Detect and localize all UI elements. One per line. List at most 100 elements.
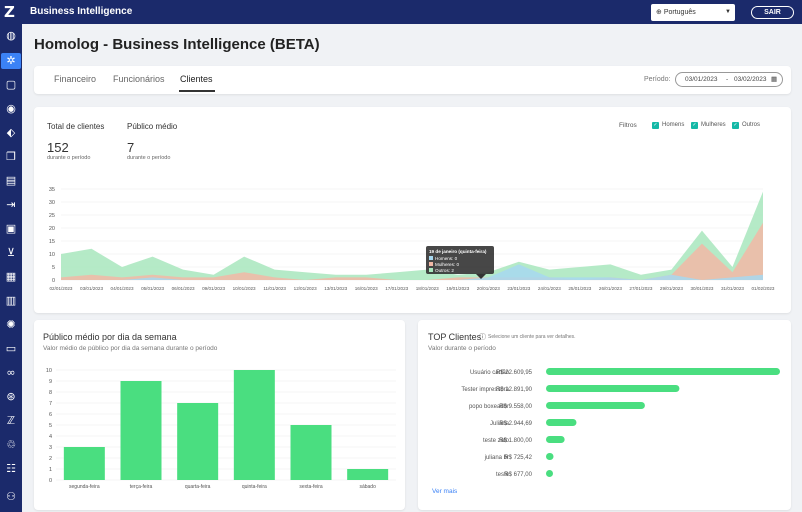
x-tick-label: 09/01/2023 bbox=[202, 286, 225, 291]
client-name-label: Tester impressora bbox=[461, 387, 509, 393]
x-tick-label: 26/01/2023 bbox=[599, 286, 622, 291]
client-name-label: Juliana bbox=[490, 421, 510, 427]
x-tick-label: 20/01/2023 bbox=[477, 286, 500, 291]
x-tick-label: segunda-feira bbox=[69, 484, 100, 490]
client-name-label: juliana br bbox=[484, 455, 509, 461]
filter-mulheres-label[interactable]: Mulheres bbox=[701, 122, 726, 128]
client-name-label: teste bbox=[496, 472, 510, 478]
x-tick-label: 03/01/2023 bbox=[80, 286, 103, 291]
box-icon[interactable]: ▢ bbox=[5, 78, 17, 91]
top-clients-subtitle: Valor durante o período bbox=[428, 345, 496, 352]
tab-clientes[interactable]: Clientes bbox=[180, 74, 213, 84]
filters-label: Filtros bbox=[619, 122, 637, 129]
handshake-icon[interactable]: ♲ bbox=[6, 438, 16, 451]
checklist-icon[interactable]: ☷ bbox=[6, 462, 16, 475]
app-title: Business Intelligence bbox=[30, 6, 133, 17]
date-end[interactable]: 03/02/2023 bbox=[734, 76, 767, 83]
calculator-icon[interactable]: ▦ bbox=[5, 270, 17, 283]
total-clients-sub: durante o período bbox=[47, 155, 91, 161]
active-tab-indicator bbox=[179, 90, 215, 92]
tab-funcionarios[interactable]: Funcionários bbox=[113, 74, 165, 84]
top-clients-title: TOP Clientes bbox=[428, 332, 482, 342]
x-tick-label: 30/01/2023 bbox=[690, 286, 713, 291]
see-more-link[interactable]: Ver mais bbox=[432, 488, 458, 495]
x-tick-label: 16/01/2023 bbox=[355, 286, 378, 291]
client-bar bbox=[546, 470, 554, 477]
avg-public-value: 7 bbox=[127, 140, 135, 155]
date-start[interactable]: 03/01/2023 bbox=[685, 76, 718, 83]
series-men-area bbox=[61, 264, 763, 280]
tag-icon[interactable]: ⬖ bbox=[6, 126, 16, 139]
document-export-icon[interactable]: ⇥ bbox=[6, 198, 16, 211]
z-badge-icon[interactable]: ℤ bbox=[6, 414, 16, 427]
app-logo[interactable]: Z bbox=[4, 3, 15, 21]
y-tick-label: 7 bbox=[49, 401, 52, 407]
date-range-picker[interactable]: 03/01/2023 - 03/02/2023 ▦ bbox=[675, 72, 783, 87]
chart-tooltip: 19 de janeiro (quinta-feira) Homens: 0Mul… bbox=[426, 246, 494, 279]
y-tick-label: 10 bbox=[49, 252, 55, 258]
x-tick-label: 11/01/2023 bbox=[263, 286, 286, 291]
globe-icon[interactable]: ◍ bbox=[6, 29, 16, 42]
y-tick-label: 5 bbox=[49, 423, 52, 429]
filter-outros-label[interactable]: Outros bbox=[742, 122, 761, 128]
tooltip-line: Homens: 0 bbox=[435, 256, 458, 261]
total-clients-title: Total de clientes bbox=[47, 122, 105, 131]
documents-icon[interactable]: ❐ bbox=[6, 150, 16, 163]
tooltip-pointer bbox=[476, 274, 486, 279]
x-tick-label: 10/01/2023 bbox=[233, 286, 256, 291]
card-icon[interactable]: ▭ bbox=[5, 342, 17, 355]
y-tick-label: 35 bbox=[49, 187, 55, 193]
bike-icon[interactable]: ∞ bbox=[6, 366, 16, 379]
language-value: Português bbox=[663, 9, 696, 16]
x-tick-label: sábado bbox=[359, 484, 376, 490]
avg-public-title: Público médio bbox=[127, 122, 178, 131]
y-tick-label: 3 bbox=[49, 445, 52, 451]
x-tick-label: quinta-feira bbox=[242, 484, 267, 490]
filter-outros-checkbox[interactable]: ✓ bbox=[732, 122, 739, 129]
calendar-icon[interactable]: ▦ bbox=[771, 76, 778, 83]
cart-icon[interactable]: ⊻ bbox=[6, 246, 16, 259]
total-clients-value: 152 bbox=[47, 140, 69, 155]
x-tick-label: 27/01/2023 bbox=[629, 286, 652, 291]
y-tick-label: 1 bbox=[49, 467, 52, 473]
chevron-down-icon: ▼ bbox=[725, 9, 731, 15]
client-name-label: teste zato bbox=[483, 438, 510, 444]
y-tick-label: 0 bbox=[52, 278, 55, 284]
x-tick-label: 06/01/2023 bbox=[172, 286, 195, 291]
exit-button[interactable]: SAIR bbox=[751, 6, 794, 19]
period-label: Período: bbox=[644, 76, 671, 83]
info-icon[interactable]: ⓘ bbox=[479, 334, 486, 341]
x-tick-label: 01/02/2023 bbox=[752, 286, 775, 291]
atom-icon[interactable]: ✲ bbox=[1, 53, 21, 69]
document-money-icon[interactable]: ▤ bbox=[5, 174, 17, 187]
tab-financeiro[interactable]: Financeiro bbox=[54, 74, 97, 84]
filter-homens-label[interactable]: Homens bbox=[662, 122, 685, 128]
user-circle-icon[interactable]: ◉ bbox=[6, 102, 16, 115]
y-tick-label: 10 bbox=[46, 368, 52, 374]
x-tick-label: 19/01/2023 bbox=[446, 286, 469, 291]
page-title: Homolog - Business Intelligence (BETA) bbox=[34, 36, 320, 53]
clients-area-chart[interactable]: 0 5 10 15 20 25 30 35 02/01/2023 03/01/2023 04/01/… bbox=[34, 107, 791, 313]
clients-overview-card: Total de clientes 152 durante o período … bbox=[34, 107, 791, 313]
filter-mulheres-checkbox[interactable]: ✓ bbox=[691, 122, 698, 129]
weekday-bar-chart[interactable]: 0 1 2 3 4 5 6 7 8 9 10 segunda-feira terça-feira quar… bbox=[34, 320, 405, 510]
tooltip-swatch bbox=[429, 268, 433, 272]
gear-icon[interactable]: ✺ bbox=[6, 318, 16, 331]
document-settings-icon[interactable]: ▣ bbox=[5, 222, 17, 235]
x-tick-label: 12/01/2023 bbox=[294, 286, 317, 291]
globe-settings-icon[interactable]: ⊛ bbox=[6, 390, 16, 403]
client-bar bbox=[546, 385, 680, 392]
filter-homens-checkbox[interactable]: ✓ bbox=[652, 122, 659, 129]
client-name-label: popo boxeador bbox=[469, 404, 509, 410]
report-icon[interactable]: ▥ bbox=[5, 294, 17, 307]
weekday-bar bbox=[177, 403, 219, 480]
x-tick-label: 17/01/2023 bbox=[385, 286, 408, 291]
weekday-card: Público médio por dia da semana Valor mé… bbox=[34, 320, 405, 510]
language-select[interactable]: ⊕ Português ▼ bbox=[651, 4, 735, 21]
x-tick-label: 05/01/2023 bbox=[141, 286, 164, 291]
y-tick-label: 8 bbox=[49, 390, 52, 396]
users-icon[interactable]: ⚇ bbox=[6, 490, 16, 503]
tooltip-line: Mulheres: 0 bbox=[435, 262, 459, 267]
sidebar: ◍ ✲ ▢ ◉ ⬖ ❐ ▤ ⇥ ▣ ⊻ ▦ ▥ ✺ ▭ ∞ ⊛ ℤ ♲ ☷ ⚇ bbox=[0, 24, 22, 512]
